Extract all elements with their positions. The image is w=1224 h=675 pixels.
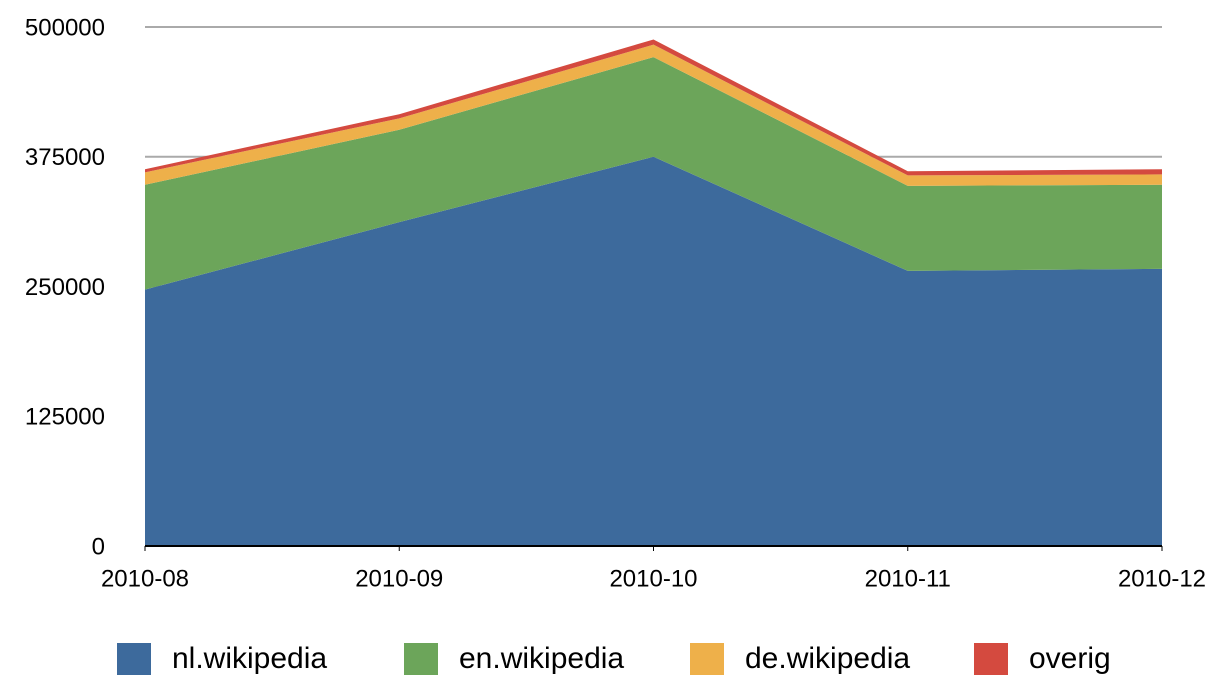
area (145, 156, 1162, 546)
legend-label: de.wikipedia (745, 642, 910, 675)
y-tick-label: 125000 (25, 404, 105, 431)
legend-swatch (690, 643, 724, 675)
legend-swatch (974, 643, 1008, 675)
x-tick-label: 2010-08 (101, 565, 189, 592)
y-tick-label: 250000 (25, 274, 105, 301)
x-tick-label: 2010-12 (1118, 565, 1206, 592)
legend-swatch (117, 643, 151, 675)
x-tick-label: 2010-10 (609, 565, 697, 592)
x-tick-label: 2010-11 (865, 565, 951, 592)
area (145, 57, 1162, 290)
y-tick-label: 500000 (25, 14, 105, 41)
y-tick-label: 0 (92, 533, 105, 560)
legend-swatch (404, 643, 438, 675)
y-tick-label: 375000 (25, 144, 105, 171)
legend-label: overig (1029, 642, 1111, 675)
x-tick-label: 2010-09 (355, 565, 443, 592)
legend-label: nl.wikipedia (172, 642, 327, 675)
legend-label: en.wikipedia (459, 642, 624, 675)
